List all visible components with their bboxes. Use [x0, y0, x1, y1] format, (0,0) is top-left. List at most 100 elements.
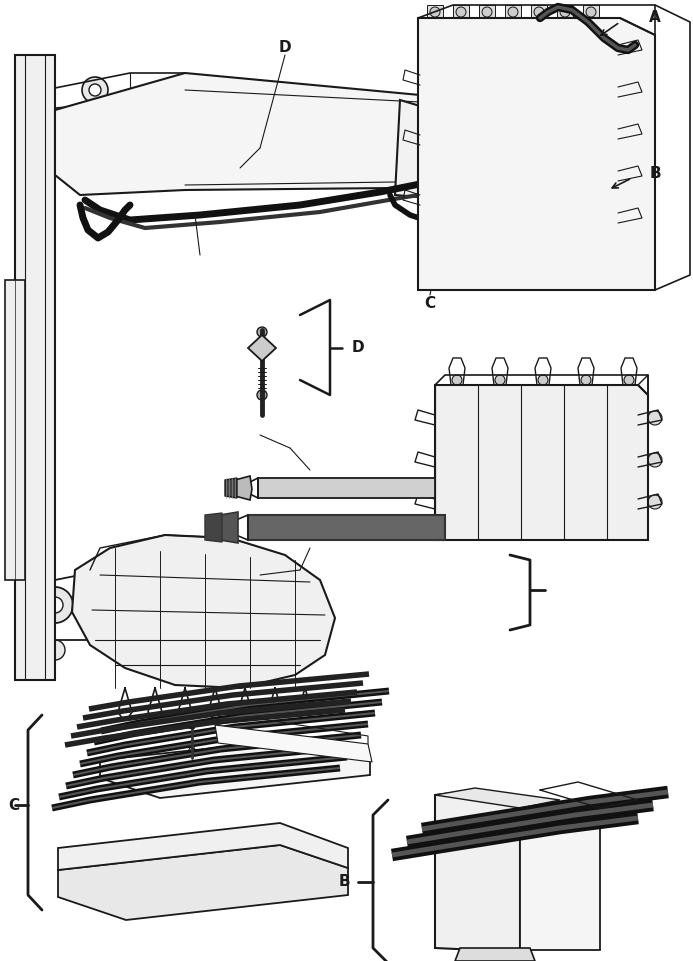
- Polygon shape: [435, 788, 560, 808]
- Polygon shape: [55, 73, 560, 200]
- Bar: [531, 5, 547, 23]
- Circle shape: [403, 481, 417, 495]
- Circle shape: [430, 7, 440, 17]
- Circle shape: [444, 154, 472, 182]
- Circle shape: [372, 485, 378, 491]
- Polygon shape: [435, 385, 648, 540]
- Polygon shape: [395, 100, 583, 218]
- Circle shape: [89, 84, 101, 96]
- Polygon shape: [58, 845, 348, 920]
- Circle shape: [337, 485, 343, 491]
- Circle shape: [361, 523, 369, 531]
- Circle shape: [456, 7, 466, 17]
- Circle shape: [189, 741, 195, 747]
- Ellipse shape: [491, 924, 509, 935]
- Text: C: C: [8, 798, 19, 812]
- Circle shape: [45, 640, 65, 660]
- Circle shape: [629, 83, 641, 95]
- Polygon shape: [215, 725, 372, 762]
- Circle shape: [396, 518, 414, 536]
- Polygon shape: [455, 948, 535, 961]
- Circle shape: [452, 162, 464, 174]
- Circle shape: [491, 951, 499, 959]
- Circle shape: [298, 481, 312, 495]
- Polygon shape: [220, 512, 238, 543]
- Polygon shape: [205, 513, 222, 542]
- Polygon shape: [235, 476, 252, 500]
- Polygon shape: [100, 738, 370, 798]
- Bar: [427, 5, 443, 23]
- Circle shape: [189, 747, 195, 753]
- Circle shape: [257, 327, 267, 337]
- Circle shape: [538, 375, 548, 385]
- Text: C: C: [424, 295, 436, 310]
- Circle shape: [356, 518, 374, 536]
- Bar: [420, 22, 618, 62]
- Circle shape: [629, 41, 641, 53]
- Text: D: D: [279, 40, 291, 56]
- Circle shape: [648, 411, 662, 425]
- Circle shape: [21, 216, 49, 244]
- Circle shape: [534, 7, 544, 17]
- Circle shape: [648, 495, 662, 509]
- Bar: [479, 5, 495, 23]
- Circle shape: [401, 523, 409, 531]
- Circle shape: [378, 128, 422, 172]
- Circle shape: [581, 375, 591, 385]
- Polygon shape: [72, 535, 335, 688]
- Circle shape: [47, 597, 63, 613]
- Polygon shape: [520, 808, 600, 950]
- Bar: [420, 65, 618, 120]
- Polygon shape: [248, 515, 445, 540]
- Polygon shape: [435, 790, 520, 950]
- Circle shape: [75, 123, 115, 163]
- Polygon shape: [248, 335, 276, 361]
- Ellipse shape: [491, 855, 509, 867]
- Circle shape: [508, 7, 518, 17]
- Circle shape: [37, 587, 73, 623]
- Text: B: B: [649, 165, 661, 181]
- Circle shape: [86, 134, 104, 152]
- Circle shape: [629, 209, 641, 221]
- Circle shape: [452, 375, 462, 385]
- Bar: [420, 123, 618, 178]
- Circle shape: [390, 140, 410, 160]
- Circle shape: [624, 375, 634, 385]
- Bar: [453, 5, 469, 23]
- Bar: [420, 181, 618, 231]
- Polygon shape: [15, 55, 55, 680]
- Circle shape: [82, 77, 108, 103]
- Circle shape: [629, 167, 641, 179]
- Circle shape: [143, 563, 167, 587]
- Circle shape: [648, 453, 662, 467]
- Circle shape: [276, 523, 284, 531]
- Polygon shape: [258, 478, 435, 498]
- Text: A: A: [649, 11, 661, 26]
- Bar: [583, 5, 599, 23]
- Circle shape: [482, 7, 492, 17]
- Circle shape: [28, 223, 42, 237]
- Circle shape: [586, 7, 596, 17]
- Text: B: B: [338, 875, 350, 890]
- Circle shape: [560, 7, 570, 17]
- Bar: [420, 235, 618, 288]
- Circle shape: [311, 518, 329, 536]
- Circle shape: [333, 481, 347, 495]
- Polygon shape: [58, 823, 348, 870]
- Circle shape: [271, 518, 289, 536]
- Circle shape: [316, 523, 324, 531]
- Circle shape: [629, 125, 641, 137]
- Polygon shape: [225, 478, 237, 498]
- Circle shape: [257, 390, 267, 400]
- Bar: [557, 5, 573, 23]
- Ellipse shape: [491, 901, 509, 913]
- Ellipse shape: [491, 832, 509, 844]
- Circle shape: [143, 628, 167, 652]
- Polygon shape: [418, 18, 655, 290]
- Text: D: D: [351, 340, 365, 356]
- Circle shape: [272, 485, 278, 491]
- Bar: [505, 5, 521, 23]
- Circle shape: [368, 481, 382, 495]
- Ellipse shape: [491, 809, 509, 821]
- Circle shape: [486, 946, 504, 961]
